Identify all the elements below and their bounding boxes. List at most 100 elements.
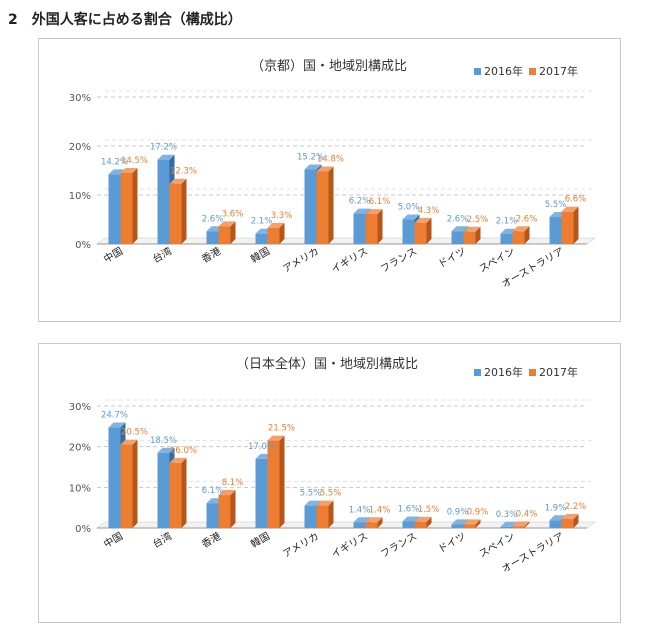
bar-top-1 (451, 519, 469, 525)
bar-side-2 (426, 516, 432, 528)
category-label: フランス (379, 245, 419, 275)
bar-top-1 (353, 517, 371, 523)
bar-top-1 (451, 226, 469, 232)
category-label: スペイン (477, 246, 517, 275)
data-label-2017: 20.5% (121, 428, 148, 438)
data-label-2017: 2.5% (467, 215, 489, 225)
bar-2017 (365, 214, 378, 244)
y-tick-label: 0% (75, 240, 91, 251)
data-label-2017: 3.6% (222, 209, 244, 219)
bar-top-2 (561, 206, 579, 212)
data-label-2017: 0.9% (467, 507, 489, 517)
kyoto-chart-panel: （京都）国・地域別構成比 2016年 2017年 0% 10% 20% 30% 14.2% 14… (38, 38, 621, 322)
bar-side-2 (132, 439, 138, 528)
bar-top-2 (267, 222, 285, 228)
bar-2016 (402, 219, 415, 244)
bar-side-2 (475, 226, 481, 244)
bar-top-1 (304, 500, 322, 506)
bar-top-1 (304, 164, 322, 170)
y-tick-label: 10% (69, 483, 91, 494)
bar-side-2 (475, 519, 481, 528)
bar-2016 (108, 427, 121, 528)
chart-title: （京都）国・地域別構成比 (251, 59, 407, 74)
bar-2016 (500, 233, 513, 244)
data-label-2016: 18.5% (150, 436, 177, 446)
data-label-2016: 17.2% (150, 143, 177, 153)
bar-side-2 (377, 517, 383, 528)
y-tick-label: 10% (69, 191, 91, 202)
bar-top-2 (169, 457, 187, 463)
y-tick-label: 20% (69, 142, 91, 153)
legend-swatch-2 (529, 369, 536, 376)
bar-top-2 (365, 517, 383, 523)
data-label-2016: 17.0% (248, 442, 275, 452)
bar-side-2 (132, 167, 138, 244)
bar-top-2 (218, 490, 236, 496)
bar-top-2 (365, 209, 383, 215)
bar-side-2 (573, 206, 579, 244)
bar-side-2 (426, 217, 432, 244)
bar-side-2 (524, 226, 530, 244)
japan-chart: （日本全体）国・地域別構成比 2016年 2017年 0% 10% 20% 30% 24.7%… (69, 356, 597, 575)
data-label-2017: 8.1% (222, 478, 244, 488)
legend-swatch-1 (474, 68, 481, 75)
data-label-2017: 14.8% (317, 154, 344, 164)
y-tick-label: 30% (69, 402, 91, 413)
bar-top-1 (157, 447, 175, 453)
bar-top-2 (512, 521, 530, 527)
y-tick-label: 0% (75, 524, 91, 535)
category-label: 台湾 (150, 529, 174, 550)
category-label: 中国 (101, 244, 125, 265)
bar-side-2 (230, 221, 236, 244)
category-label: 香港 (200, 530, 223, 550)
bar-2017 (316, 505, 329, 528)
data-label-2016: 2.1% (496, 217, 518, 227)
bar-top-2 (120, 439, 138, 445)
category-label: 韓国 (249, 530, 272, 550)
bar-2017 (561, 211, 574, 244)
category-label: 韓国 (249, 245, 272, 265)
bar-top-2 (512, 226, 530, 232)
category-label: ドイツ (437, 246, 468, 271)
bar-top-1 (353, 208, 371, 214)
bar-2017 (365, 522, 378, 528)
data-label-2016: 6.1% (202, 486, 224, 496)
bar-2017 (120, 444, 133, 528)
bar-2016 (451, 524, 464, 528)
bar-2016 (108, 174, 121, 244)
data-label-2017: 3.3% (271, 211, 293, 221)
category-label: アメリカ (281, 530, 321, 560)
data-label-2016: 5.0% (398, 203, 420, 213)
bar-top-2 (169, 178, 187, 184)
category-label: アメリカ (281, 245, 321, 275)
bar-2017 (169, 183, 182, 244)
bar-2017 (463, 524, 476, 528)
category-label: フランス (379, 530, 419, 560)
legend-label-2: 2017年 (539, 64, 578, 78)
data-label-2016: 2.6% (447, 214, 469, 224)
data-label-2017: 21.5% (268, 424, 295, 434)
bar-side-2 (524, 521, 530, 528)
bar-2016 (451, 231, 464, 244)
data-label-2017: 0.4% (516, 509, 538, 519)
bar-side-2 (279, 435, 285, 528)
bar-2016 (157, 452, 170, 528)
bar-top-1 (402, 214, 420, 220)
data-label-2017: 6.1% (369, 197, 391, 207)
bar-2017 (414, 222, 427, 244)
bar-2017 (512, 526, 525, 528)
bar-top-2 (267, 435, 285, 441)
bar-side-2 (377, 209, 383, 244)
data-label-2017: 6.6% (565, 195, 587, 205)
data-label-2017: 16.0% (170, 446, 197, 456)
bar-2016 (304, 505, 317, 528)
chart-title: （日本全体）国・地域別構成比 (236, 356, 418, 372)
bar-top-2 (414, 516, 432, 522)
data-label-2016: 5.5% (545, 200, 567, 210)
bar-top-2 (463, 226, 481, 232)
data-label-2016: 2.1% (251, 217, 273, 227)
category-label: ドイツ (437, 531, 468, 556)
bar-2017 (218, 226, 231, 244)
bar-side-2 (230, 490, 236, 528)
bar-2017 (169, 462, 182, 528)
